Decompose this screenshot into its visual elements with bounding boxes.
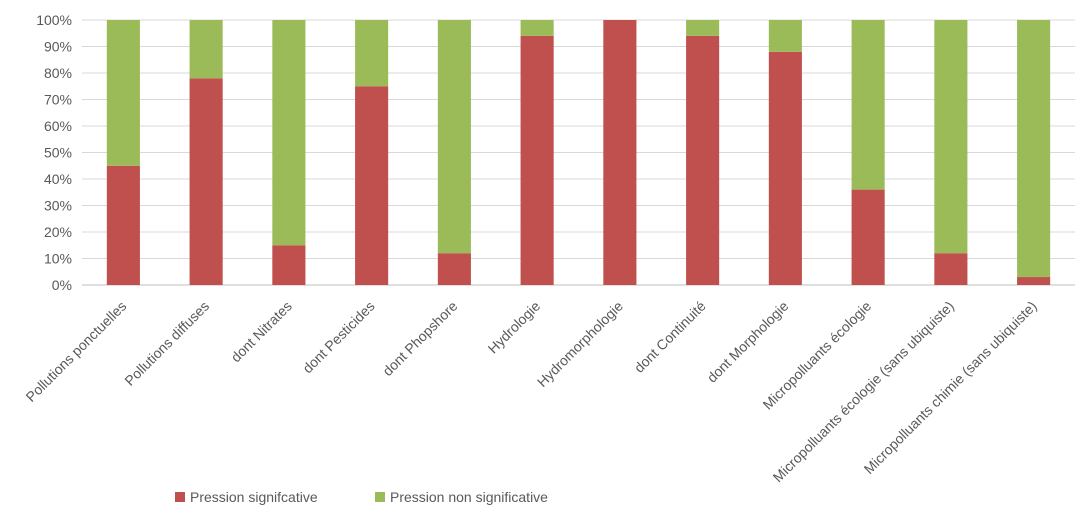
x-category-label: Hydromorphologie xyxy=(534,298,626,390)
x-category-label: Hydrologie xyxy=(485,298,544,357)
bar-segment-non-significative xyxy=(934,20,968,254)
bar-segment-non-significative xyxy=(768,20,802,52)
bar-segment-non-significative xyxy=(1017,20,1051,278)
bar-segment-significative xyxy=(520,35,554,286)
legend-swatch xyxy=(375,492,385,502)
grid xyxy=(82,19,1075,286)
bar-segment-non-significative xyxy=(355,20,389,87)
x-category-label: dont Phopshore xyxy=(379,298,460,379)
legend-swatch xyxy=(175,492,185,502)
legend-item: Pression signifcative xyxy=(175,489,318,505)
x-category-label: Micropolluants écologie (sans ubiquiste) xyxy=(770,298,957,485)
bar-segment-significative xyxy=(851,189,885,285)
x-category-label: dont Pesticides xyxy=(299,298,377,376)
legend-label: Pression signifcative xyxy=(190,489,318,505)
x-category-label: dont Morphologie xyxy=(704,298,792,386)
y-tick-label: 20% xyxy=(44,224,72,240)
bar-segment-non-significative xyxy=(437,20,471,254)
y-tick-label: 50% xyxy=(44,145,72,161)
y-tick-label: 90% xyxy=(44,39,72,55)
y-tick-label: 10% xyxy=(44,251,72,267)
y-tick-label: 30% xyxy=(44,198,72,214)
y-tick-label: 0% xyxy=(52,277,72,293)
x-category-label: dont Nitrates xyxy=(228,298,295,365)
bar-segment-significative xyxy=(355,86,389,285)
bar-segment-significative xyxy=(189,78,223,285)
y-tick-label: 40% xyxy=(44,171,72,187)
bar-segment-non-significative xyxy=(686,20,720,36)
x-category-label: Pollutions diffuses xyxy=(121,298,212,389)
y-tick-label: 70% xyxy=(44,92,72,108)
bar-segment-non-significative xyxy=(106,20,140,166)
x-category-label: Pollutions ponctuelles xyxy=(22,298,129,405)
y-tick-label: 60% xyxy=(44,118,72,134)
bar-segment-significative xyxy=(768,51,802,285)
bar-segment-non-significative xyxy=(272,20,306,246)
bar-segment-significative xyxy=(437,253,471,285)
bar-segment-significative xyxy=(1017,277,1051,285)
legend-item: Pression non significative xyxy=(375,489,548,505)
bar-segment-non-significative xyxy=(189,20,223,79)
bar-segment-significative xyxy=(106,165,140,285)
bar-segment-significative xyxy=(934,253,968,285)
legend-label: Pression non significative xyxy=(390,489,548,505)
bar-segment-non-significative xyxy=(851,20,885,190)
bar-segment-significative xyxy=(686,35,720,286)
y-tick-label: 80% xyxy=(44,65,72,81)
legend: Pression signifcative Pression non signif… xyxy=(175,489,548,505)
bars xyxy=(106,20,1051,286)
x-category-label: dont Continuité xyxy=(631,298,709,376)
bar-segment-significative xyxy=(272,245,306,285)
bar-segment-significative xyxy=(603,20,637,285)
x-category-label: Micropolluants chimie (sans ubiquiste) xyxy=(861,298,1040,477)
y-axis-ticks: 0% 10% 20% 30% 40% 50% 60% 70% 80% 90% 100% xyxy=(36,12,72,293)
y-tick-label: 100% xyxy=(36,12,72,28)
bar-segment-non-significative xyxy=(520,20,554,36)
